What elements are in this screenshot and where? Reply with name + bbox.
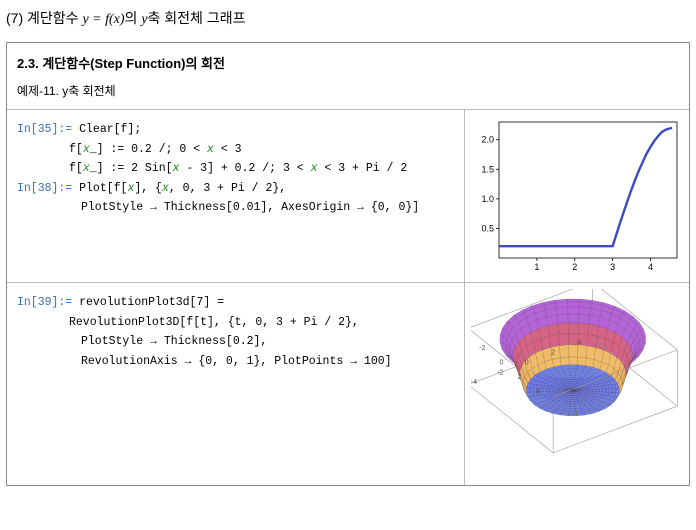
var-x: x — [162, 182, 169, 195]
svg-text:3: 3 — [610, 262, 615, 272]
svg-text:4: 4 — [648, 262, 653, 272]
code-block-1: In[35]:= Clear[f]; f[x_] := 0.2 /; 0 < x… — [7, 110, 465, 282]
plot-2d: 0.5 1.0 1.5 2.0 1 2 3 4 — [471, 116, 683, 276]
svg-text:2: 2 — [572, 262, 577, 272]
code-l4c: , 0, 3 + Pi / 2}, — [169, 182, 286, 195]
var-x: x — [83, 162, 90, 175]
svg-text:2.0: 2.0 — [481, 135, 494, 145]
svg-text:0: 0 — [500, 359, 504, 366]
heading-num: 2.3. — [17, 56, 39, 71]
svg-text:0.5: 0.5 — [481, 223, 494, 233]
in-35-label: In[35]:= — [17, 123, 72, 136]
page-title: (7) 계단함수 y = f(x)의 y축 회전체 그래프 — [0, 0, 696, 42]
var-x: x — [311, 162, 318, 175]
plot-3d-cell: -4-2024-4-20240.00.51.01.52.0 — [465, 283, 689, 485]
plot-3d: -4-2024-4-20240.00.51.01.52.0 — [471, 289, 683, 479]
svg-text:-4: -4 — [471, 379, 477, 386]
code2-l1: revolutionPlot3d[7] = — [79, 296, 224, 309]
svg-text:0: 0 — [525, 359, 529, 366]
title-number: (7) — [6, 10, 23, 26]
code-l3d: < 3 + Pi / 2 — [324, 162, 407, 175]
svg-text:4: 4 — [536, 388, 540, 395]
row-1: In[35]:= Clear[f]; f[x_] := 0.2 /; 0 < x… — [7, 109, 689, 282]
code-l2b: _] := 0.2 /; 0 < — [90, 143, 200, 156]
var-x: x — [173, 162, 180, 175]
var-x: x — [83, 143, 90, 156]
code-l5: PlotStyle → Thickness[0.01], AxesOrigin … — [17, 198, 456, 218]
heading-text: 계단함수(Step Function)의 회전 — [42, 56, 225, 71]
example-num: 예제-11. — [17, 84, 59, 98]
svg-text:2: 2 — [551, 349, 555, 356]
code2-l4: RevolutionAxis → {0, 0, 1}, PlotPoints →… — [17, 352, 456, 372]
example-label: 예제-11. y축 회전체 — [7, 78, 689, 109]
svg-text:1.0: 1.0 — [481, 194, 494, 204]
code-l3c: - 3] + 0.2 /; 3 < — [186, 162, 303, 175]
svg-text:-2: -2 — [497, 369, 503, 376]
svg-text:1: 1 — [534, 262, 539, 272]
title-post: 의 — [125, 10, 138, 26]
code-l4b: ], { — [134, 182, 162, 195]
code-l3a: f[ — [69, 162, 83, 175]
title-pre: 계단함수 — [27, 10, 79, 26]
row-2: In[39]:= revolutionPlot3d[7] = Revolutio… — [7, 282, 689, 485]
code2-l2: RevolutionPlot3D[f[t], {t, 0, 3 + Pi / 2… — [17, 313, 456, 333]
example-text: y축 회전체 — [62, 84, 116, 98]
code-l3b: _] := 2 Sin[ — [90, 162, 173, 175]
code-block-2: In[39]:= revolutionPlot3d[7] = Revolutio… — [7, 283, 465, 485]
code-l2c: < 3 — [221, 143, 242, 156]
title-tail: 축 회전체 그래프 — [148, 10, 246, 26]
title-eq: y = f(x) — [82, 12, 124, 27]
content-panel: 2.3. 계단함수(Step Function)의 회전 예제-11. y축 회… — [6, 42, 690, 486]
in-38-label: In[38]:= — [17, 182, 72, 195]
section-heading: 2.3. 계단함수(Step Function)의 회전 — [7, 43, 689, 78]
code-l2a: f[ — [69, 143, 83, 156]
var-x: x — [207, 143, 214, 156]
svg-text:2: 2 — [518, 374, 522, 381]
svg-text:4: 4 — [578, 339, 582, 346]
plot-2d-cell: 0.5 1.0 1.5 2.0 1 2 3 4 — [465, 110, 689, 282]
in-39-label: In[39]:= — [17, 296, 72, 309]
code-l4a: Plot[f[ — [79, 182, 127, 195]
code2-l3: PlotStyle → Thickness[0.2], — [17, 332, 456, 352]
svg-text:-2: -2 — [479, 345, 485, 352]
svg-text:1.5: 1.5 — [481, 164, 494, 174]
code-l1: Clear[f]; — [79, 123, 141, 136]
